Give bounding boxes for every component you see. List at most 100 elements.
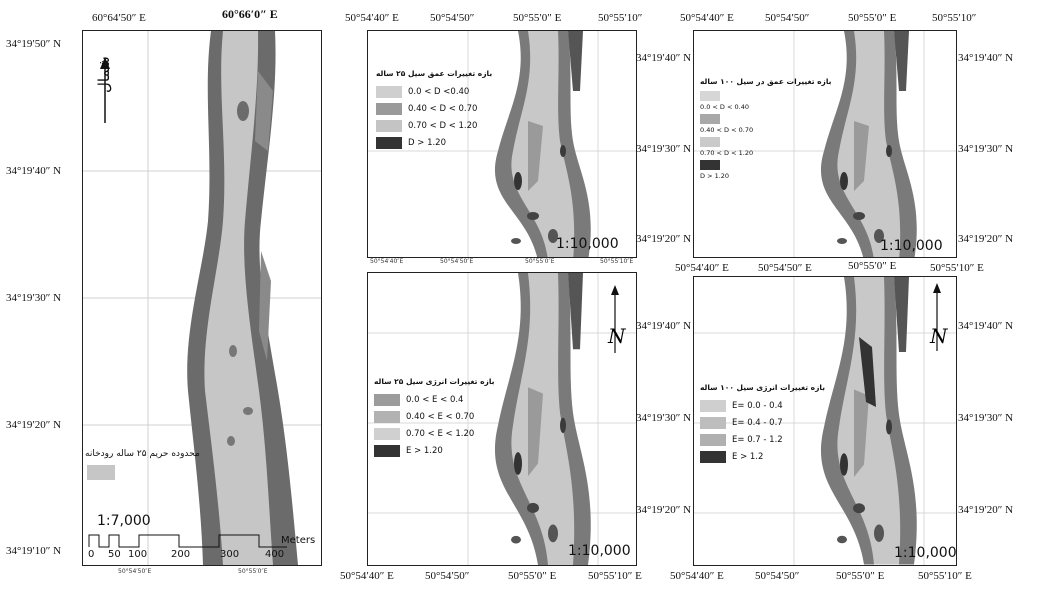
legend-item: 0.70 < D < 1.20 [700, 137, 832, 157]
scale-ratio: 1:7,000 [97, 513, 151, 529]
legend-item: E= 0.4 - 0.7 [700, 414, 825, 431]
left-legend-title: محدوده حریم ۲۵ ساله رودخانه [85, 449, 200, 459]
river-map-left [83, 31, 321, 565]
legend-swatch [700, 399, 726, 412]
lat-label: 34°19′20″ N [6, 419, 62, 431]
lon-label: 50°54′40″ E [670, 570, 724, 582]
left-legend-swatch [87, 465, 115, 480]
scale-ratio: 1:10,000 [880, 238, 943, 254]
legend-item: E= 0.7 - 1.2 [700, 431, 825, 448]
lon-label: 50°55′0″ E [848, 12, 897, 24]
lat-label: 34°19′50″ N [6, 38, 62, 50]
lat-label: 34°19′20″ N [958, 504, 1014, 516]
lat-label: 34°19′40″ N [958, 52, 1014, 64]
lon-label: 50°55′10″ [932, 12, 977, 24]
legend-swatch [376, 136, 402, 149]
legend-swatch [374, 427, 400, 440]
scale-bar [88, 534, 287, 548]
energy-25yr-frame: N بازه تغییرات انرژی سیل ۲۵ ساله 0.0 < E… [367, 272, 637, 566]
legend-swatch [700, 160, 720, 170]
small-lon-label: 50°55′10″E [600, 258, 634, 265]
lat-label: 34°19′40″ N [636, 52, 692, 64]
lon-label: 50°54′40″ E [340, 570, 394, 582]
legend-swatch [700, 137, 720, 147]
lon-label: 50°54′40″ E [345, 12, 399, 24]
scale-ratio: 1:10,000 [556, 236, 619, 252]
legend-item: 0.40 < D < 0.70 [700, 114, 832, 134]
depth-25yr-legend: بازه تغییرات عمق سیل ۲۵ ساله 0.0 < D <0.… [376, 69, 492, 151]
lon-label: 50°54′50″ [425, 570, 470, 582]
legend-title: بازه تغییرات عمق در سیل ۱۰۰ ساله [700, 77, 832, 86]
lat-label: 34°19′30″ N [636, 143, 692, 155]
north-arrow-icon [100, 57, 110, 123]
lon-label: 50°54′50″ E [758, 262, 812, 274]
north-arrow-icon: N [929, 283, 949, 351]
lat-label: 34°19′10″ N [6, 545, 62, 557]
energy-100yr-frame: N بازه تغییرات انرژی سیل ۱۰۰ ساله E= 0.0… [693, 276, 957, 566]
scale-ratio: 1:10,000 [568, 543, 631, 559]
lon-label: 50°54′50″ [755, 570, 800, 582]
legend-swatch [374, 444, 400, 457]
scale-tick: 0 [88, 549, 95, 560]
scale-tick: 300 [220, 549, 240, 560]
lon-label: 50°55′10″ E [930, 262, 984, 274]
energy-100yr-legend: بازه تغییرات انرژی سیل ۱۰۰ ساله E= 0.0 -… [700, 383, 825, 465]
legend-item: D > 1.20 [700, 160, 832, 180]
legend-swatch [376, 119, 402, 132]
lon-label: 50°55′10″ E [918, 570, 972, 582]
legend-item: D > 1.20 [376, 134, 492, 151]
legend-item: 0.0 < D <0.40 [376, 83, 492, 100]
lat-label: 34°19′30″ N [958, 143, 1014, 155]
lon-label: 50°55′10″ [598, 12, 643, 24]
legend-swatch [700, 416, 726, 429]
lon-label: 50°55′0″ E [508, 570, 557, 582]
lat-label: 34°19′30″ N [6, 292, 62, 304]
lat-label: 34°19′40″ N [636, 320, 692, 332]
legend-item: E= 0.0 - 0.4 [700, 397, 825, 414]
lon-label: 50°54′40″ E [680, 12, 734, 24]
depth-100yr-frame: بازه تغییرات عمق در سیل ۱۰۰ ساله 0.0 < D… [693, 30, 957, 258]
svg-text:N: N [929, 324, 949, 348]
small-lon-label: 50°54′50″E [440, 258, 474, 265]
lon-label: 50°55′0″ E [513, 12, 562, 24]
lon-label: 50°54′50″ [765, 12, 810, 24]
north-arrow-icon: N [607, 285, 627, 353]
lon-label: 60°64′50″ E [92, 12, 146, 24]
lat-label: 34°19′20″ N [636, 233, 692, 245]
legend-item: 0.0 < E < 0.4 [374, 391, 494, 408]
lon-label: 50°55′0″ E [836, 570, 885, 582]
legend-title: بازه تغییرات انرژی سیل ۱۰۰ ساله [700, 383, 826, 392]
legend-item: 0.70 < E < 1.20 [374, 425, 494, 442]
legend-swatch [376, 85, 402, 98]
legend-title: بازه تغییرات عمق سیل ۲۵ ساله [376, 69, 493, 78]
lon-label: 50°54′40″ E [675, 262, 729, 274]
legend-swatch [700, 450, 726, 463]
lat-label: 34°19′30″ N [958, 412, 1014, 424]
small-lon-label: 50°54′50″E [118, 568, 152, 575]
small-lon-label: 50°55′0″E [238, 568, 268, 575]
legend-item: 0.40 < D < 0.70 [376, 100, 492, 117]
scale-ratio: 1:10,000 [894, 545, 957, 561]
legend-swatch [376, 102, 402, 115]
lat-label: 34°19′40″ N [958, 320, 1014, 332]
legend-item: 0.70 < D < 1.20 [376, 117, 492, 134]
lon-label: 60°66′0″ E [222, 7, 278, 21]
legend-item: E > 1.2 [700, 448, 825, 465]
left-map-frame: شمال محدوده حریم ۲۵ ساله رودخانه 1:7,000… [82, 30, 322, 566]
lat-label: 34°19′20″ N [636, 504, 692, 516]
depth-25yr-frame: بازه تغییرات عمق سیل ۲۵ ساله 0.0 < D <0.… [367, 30, 637, 258]
north-label: شمال [95, 56, 113, 93]
energy-25yr-legend: بازه تغییرات انرژی سیل ۲۵ ساله 0.0 < E <… [374, 377, 494, 459]
legend-swatch [700, 91, 720, 101]
scale-tick: 50 [108, 549, 121, 560]
legend-swatch [700, 114, 720, 124]
legend-item: 0.0 < D < 0.40 [700, 91, 832, 111]
legend-item: 0.40 < E < 0.70 [374, 408, 494, 425]
lon-label: 50°55′0″ E [848, 260, 897, 272]
depth-100yr-legend: بازه تغییرات عمق در سیل ۱۰۰ ساله 0.0 < D… [700, 77, 832, 183]
scale-tick: 100 [128, 549, 148, 560]
legend-swatch [374, 393, 400, 406]
small-lon-label: 50°55′0″E [525, 258, 555, 265]
lon-label: 50°55′10″ E [588, 570, 642, 582]
legend-item: E > 1.20 [374, 442, 494, 459]
